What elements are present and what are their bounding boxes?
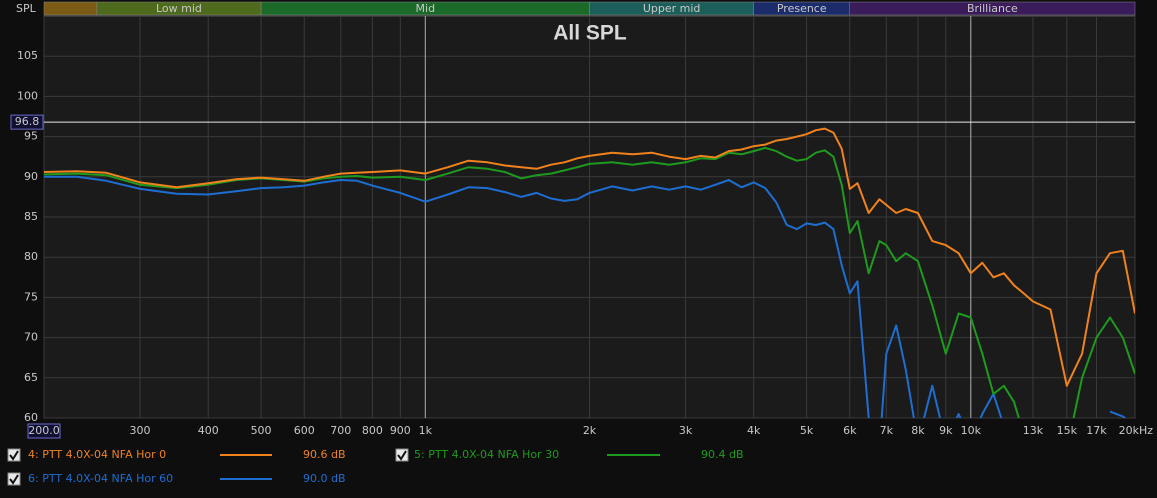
lines: [44, 127, 1135, 418]
band-label: Mid: [416, 2, 436, 15]
x-tick-label: 200.0: [28, 424, 60, 437]
y-tick-label: 60: [24, 411, 38, 424]
x-tick-label: 20kHz: [1119, 424, 1154, 437]
x-tick-label: 700: [330, 424, 351, 437]
x-tick-label: 9k: [939, 424, 953, 437]
legend-label: 5: PTT 4.0X-04 NFA Hor 30: [414, 448, 559, 461]
x-tick-label: 2k: [583, 424, 597, 437]
x-tick-label: 13k: [1023, 424, 1044, 437]
x-tick-label: 300: [130, 424, 151, 437]
legend-label: 4: PTT 4.0X-04 NFA Hor 0: [28, 448, 166, 461]
x-tick-label: 500: [251, 424, 272, 437]
y-tick-label: 100: [17, 89, 38, 102]
x-tick-label: 400: [198, 424, 219, 437]
x-tick-label: 600: [294, 424, 315, 437]
series-line: [44, 146, 1135, 418]
x-tick-label: 10k: [961, 424, 982, 437]
grid: 60 65 70 75 80 85 90 95 100 105 200.0 300 400 500 600 7…: [10, 16, 1154, 439]
cursor-label: 96.8: [15, 115, 40, 128]
x-tick-label: 7k: [880, 424, 894, 437]
x-cursor-box: [27, 423, 61, 439]
y-tick-label: 85: [24, 210, 38, 223]
x-tick-label: 17k: [1086, 424, 1107, 437]
y-tick-label: 65: [24, 371, 38, 384]
x-tick-label: 8k: [911, 424, 925, 437]
series-line: [44, 127, 1135, 387]
chart-title: All SPL: [553, 22, 627, 45]
series-line: [44, 175, 1127, 418]
cursor-box: [10, 114, 44, 130]
legend-label: 6: PTT 4.0X-04 NFA Hor 60: [28, 472, 173, 485]
bands: Low mid Mid Upper mid Presence Brilliance: [43, 1, 1136, 16]
x-tick-label: 6k: [843, 424, 857, 437]
y-tick-label: 105: [17, 49, 38, 62]
band-label: Presence: [777, 2, 827, 15]
frequency-band: [43, 1, 98, 16]
y-tick-label: 75: [24, 290, 38, 303]
x-tick-label: 3k: [679, 424, 693, 437]
x-tick-label: 1k: [419, 424, 433, 437]
x-tick-label: 800: [362, 424, 383, 437]
y-tick-label: 90: [24, 170, 38, 183]
band-label: Low mid: [156, 2, 202, 15]
legend: 4: PTT 4.0X-04 NFA Hor 0 90.6 dB 5: PTT 4.…: [7, 448, 744, 486]
checkmark: [397, 450, 407, 461]
legend-readout: 90.0 dB: [303, 472, 346, 485]
x-tick-label: 4k: [747, 424, 761, 437]
checkmark: [9, 450, 19, 461]
y-tick-label: 95: [24, 130, 38, 143]
legend-readout: 90.4 dB: [701, 448, 744, 461]
legend-readout: 90.6 dB: [303, 448, 346, 461]
x-tick-label: 5k: [800, 424, 814, 437]
frequency-band: [849, 1, 1136, 16]
y-axis-label: SPL: [16, 2, 37, 15]
x-tick-label: 900: [390, 424, 411, 437]
checkmark: [9, 474, 19, 485]
band-label: Upper mid: [643, 2, 701, 15]
y-tick-label: 80: [24, 250, 38, 263]
x-tick-label: 15k: [1057, 424, 1078, 437]
y-tick-label: 70: [24, 331, 38, 344]
band-label: Brilliance: [967, 2, 1018, 15]
